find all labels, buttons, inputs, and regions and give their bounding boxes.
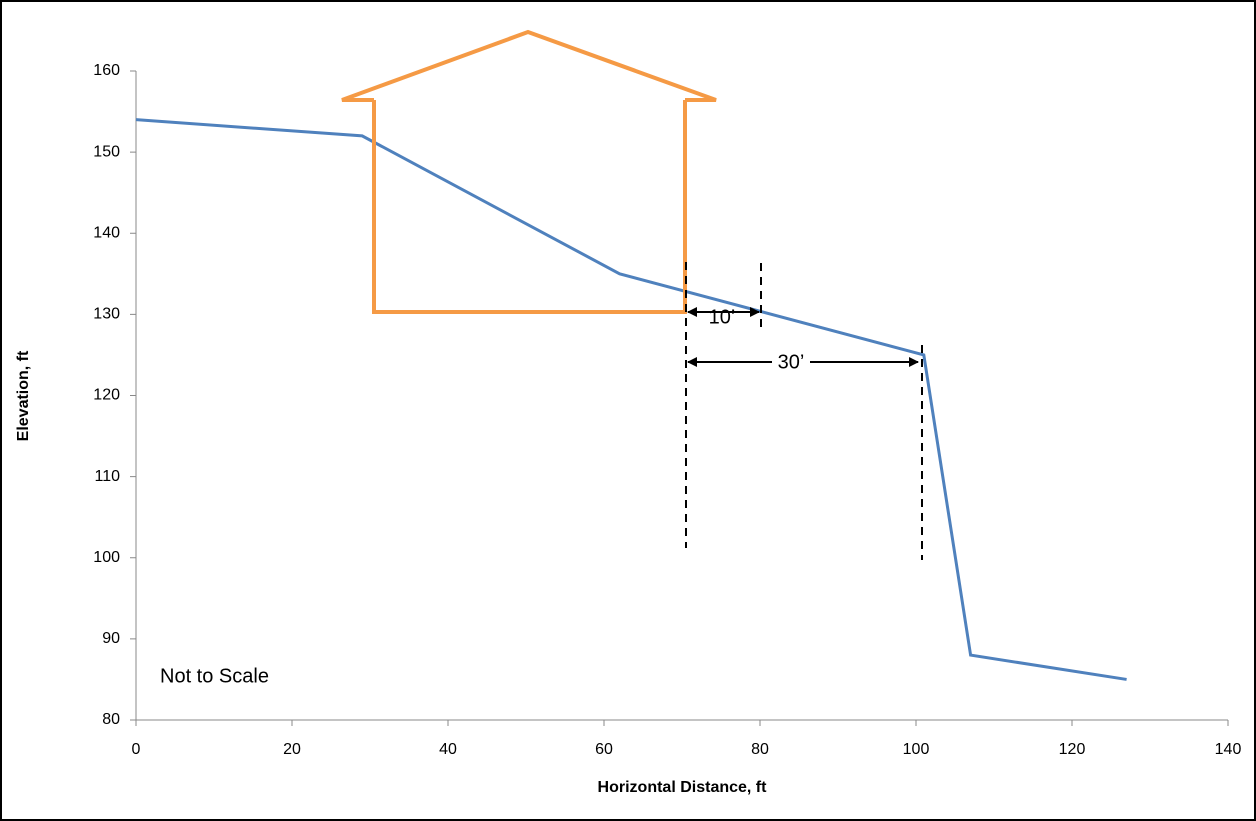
annotation: Not to Scale: [160, 665, 269, 687]
x-tick-label: 100: [903, 741, 930, 758]
y-tick-label: 110: [94, 468, 120, 485]
y-tick-label: 120: [93, 387, 120, 404]
dimension-label: 30’: [778, 351, 805, 373]
y-tick-label: 160: [93, 62, 120, 79]
house-roof: [341, 29, 717, 102]
y-tick-label: 140: [93, 224, 120, 241]
y-tick-label: 80: [102, 711, 120, 728]
dimension-label: 10’: [709, 306, 736, 328]
y-tick-label: 130: [93, 306, 120, 323]
house-walls: [372, 100, 687, 314]
series-line: [135, 118, 1127, 681]
x-tick-label: 20: [283, 741, 301, 758]
x-tick-label: 60: [595, 741, 613, 758]
x-tick-label: 80: [751, 741, 769, 758]
y-tick-label: 150: [93, 143, 120, 160]
house: [341, 29, 717, 314]
y-tick-label: 100: [93, 549, 120, 566]
x-axis-label: Horizontal Distance, ft: [598, 779, 768, 796]
x-tick-label: 40: [439, 741, 457, 758]
x-tick-label: 0: [132, 741, 141, 758]
x-tick-label: 120: [1059, 741, 1086, 758]
y-tick-label: 90: [102, 630, 120, 647]
label-bg: [772, 350, 810, 374]
plot-area: 80 90 100 110 120 130 140 150 160 0 20 40 60 80 100 120…: [93, 62, 1241, 758]
y-axis-label: Elevation, ft: [15, 350, 32, 441]
x-tick-label: 140: [1215, 741, 1242, 758]
